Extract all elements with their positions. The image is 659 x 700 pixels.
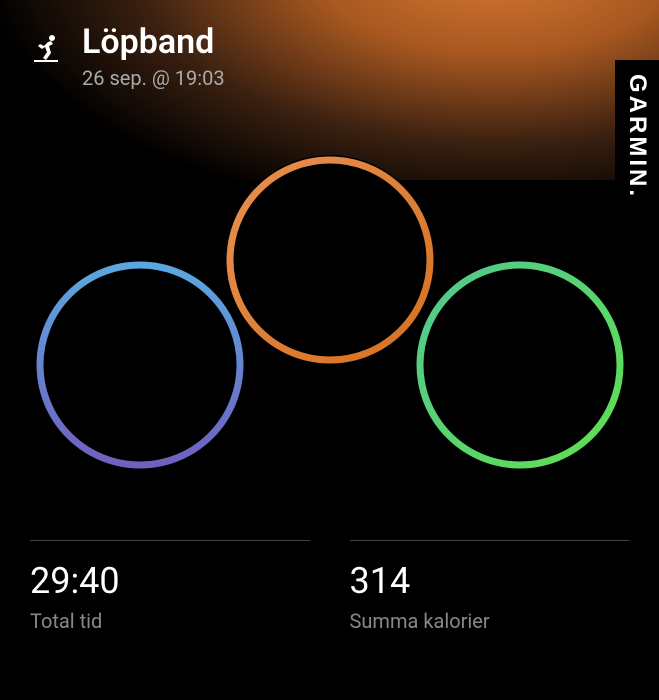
metrics-circles: 162bpm Medelpuls 5:54/km Medeltempo [0,130,659,510]
heart-rate-metric[interactable]: 162bpm Medelpuls [35,260,245,470]
calories-stat[interactable]: 314 Summa kalorier [350,540,630,633]
garmin-brand-badge: GARMIN. [615,60,659,210]
distance-metric[interactable]: 5,02km Distans [225,155,435,365]
running-icon [30,32,62,68]
bottom-stats: 29:40 Total tid 314 Summa kalorier [0,540,659,633]
activity-title: Löpband [82,22,225,62]
total-time-label: Total tid [30,609,310,633]
total-time-value: 29:40 [30,563,310,599]
pace-ring [415,260,625,470]
total-time-stat[interactable]: 29:40 Total tid [30,540,310,633]
activity-header: Löpband 26 sep. @ 19:03 [0,0,659,90]
pace-metric[interactable]: 5:54/km Medeltempo [415,260,625,470]
heart-rate-ring [35,260,245,470]
calories-label: Summa kalorier [350,609,630,633]
activity-datetime: 26 sep. @ 19:03 [82,66,225,90]
calories-value: 314 [350,563,630,599]
distance-ring [225,155,435,365]
